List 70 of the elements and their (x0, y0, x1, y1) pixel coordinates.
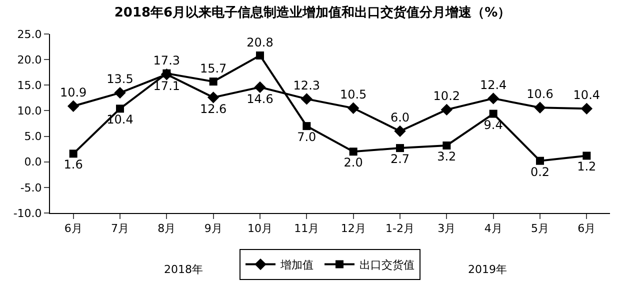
point (256, 51, 264, 60)
y-tick-label: 25.0 (17, 28, 42, 41)
data-label: 10.4 (573, 88, 600, 102)
point (69, 150, 78, 158)
legend-label: 出口交货值 (360, 258, 414, 272)
data-label: 1.2 (577, 160, 596, 174)
x-tick-label: 9月 (204, 222, 222, 236)
data-label: 12.6 (200, 102, 227, 116)
x-tick-label: 6月 (578, 222, 596, 236)
y-tick-label: 10.0 (17, 104, 42, 118)
y-tick-label: 15.0 (17, 78, 42, 92)
data-label: 1.6 (64, 158, 83, 172)
data-label: 6.0 (390, 110, 410, 125)
point (580, 102, 593, 115)
chart-title: 2018年6月以来电子信息制造业增加值和出口交货值分月增速（%） (114, 4, 511, 20)
point (347, 102, 360, 114)
point (536, 156, 544, 165)
data-label: 10.9 (60, 85, 87, 100)
data-label: 17.3 (153, 53, 180, 68)
point (394, 125, 406, 138)
point (209, 78, 218, 86)
point (396, 144, 404, 152)
point (207, 92, 220, 104)
data-label: 15.7 (200, 62, 227, 76)
point (440, 104, 453, 116)
data-label: 17.1 (153, 79, 180, 94)
data-label: 10.4 (106, 112, 134, 127)
data-label: 10.6 (526, 87, 554, 102)
text: 2019年 (468, 263, 507, 276)
point (116, 104, 124, 113)
data-label: 20.8 (246, 35, 274, 50)
data-label: 13.5 (106, 72, 134, 86)
data-label: 2.7 (390, 152, 410, 166)
point (534, 102, 546, 114)
data-label: 0.2 (530, 164, 550, 179)
point (489, 110, 498, 118)
point (442, 141, 451, 150)
x-tick-label: 5月 (531, 222, 549, 236)
x-tick-label: 10月 (248, 222, 272, 236)
legend-label: 增加值 (280, 258, 314, 272)
data-label: 2.0 (344, 156, 363, 170)
x-tick-label: 11月 (294, 222, 320, 236)
point (487, 92, 500, 104)
x-tick-label: 4月 (484, 222, 502, 236)
data-label: 10.5 (340, 88, 367, 102)
y-tick-label: 0.0 (24, 156, 42, 169)
data-label: 7.0 (297, 130, 316, 144)
point (254, 81, 266, 94)
x-tick-label: 6月 (64, 222, 82, 236)
text: 2018年 (164, 263, 203, 276)
data-label: 12.3 (293, 78, 320, 92)
point (114, 86, 126, 99)
x-tick-label: 3月 (438, 222, 456, 236)
y-tick-label: -5.0 (20, 181, 42, 194)
point (302, 122, 311, 130)
y-tick-label: 5.0 (24, 130, 42, 144)
y-tick-label: 20.0 (17, 53, 42, 66)
y-tick-label: -10.0 (13, 206, 42, 220)
point (300, 93, 313, 105)
x-tick-label: 1-2月 (386, 222, 414, 236)
data-label: 12.4 (480, 78, 507, 92)
data-label: 3.2 (437, 149, 456, 164)
data-label: 14.6 (246, 92, 274, 106)
point (349, 148, 358, 156)
x-tick-label: 12月 (340, 222, 366, 236)
x-tick-label: 8月 (158, 222, 176, 236)
data-label: 10.2 (433, 89, 460, 104)
x-tick-label: 7月 (111, 222, 129, 236)
point (67, 100, 80, 112)
point (582, 152, 591, 160)
